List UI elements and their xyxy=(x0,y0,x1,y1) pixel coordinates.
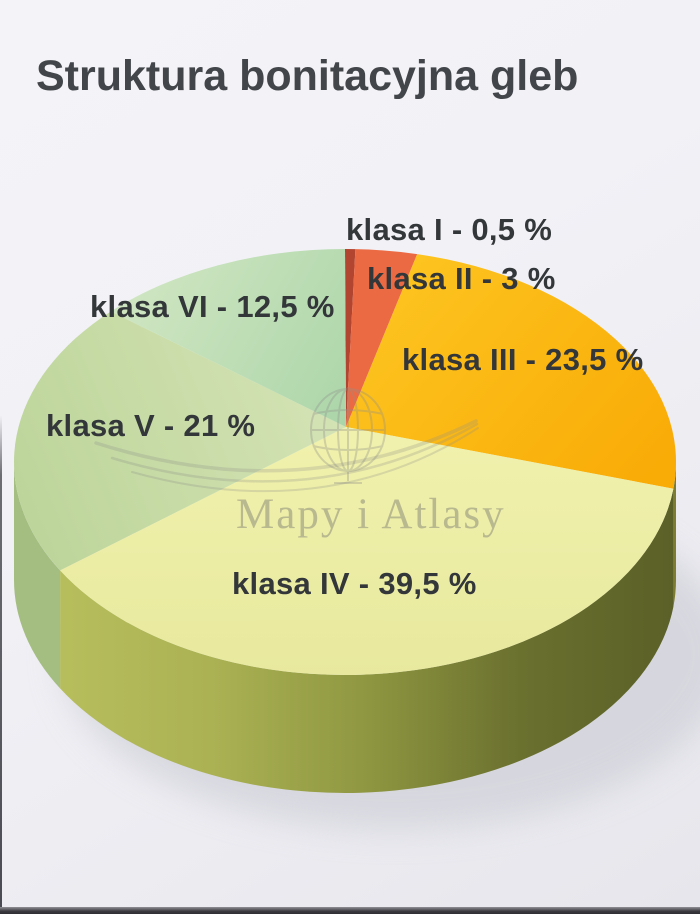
photo-edge-left xyxy=(0,415,2,914)
slice-label-klasa-ii: klasa II - 3 % xyxy=(367,261,556,296)
pie-slice-side-klasa-iv xyxy=(60,488,674,793)
watermark-text: Mapy i Atlasy xyxy=(236,491,506,538)
slice-label-klasa-v: klasa V - 21 % xyxy=(46,408,256,443)
pie-slice-side-klasa-v xyxy=(14,462,61,689)
pie-slice-klasa-i xyxy=(345,248,356,427)
pie-top-layer xyxy=(14,248,677,675)
pie-slice-side-klasa-iii xyxy=(673,462,677,607)
swoosh-icon xyxy=(94,419,479,493)
pie-slice-klasa-vi xyxy=(110,249,347,427)
slice-label-klasa-i: klasa I - 0,5 % xyxy=(346,212,553,247)
slice-label-klasa-iii: klasa III - 23,5 % xyxy=(402,342,644,377)
chart-title: Struktura bonitacyjna gleb xyxy=(36,52,579,100)
slice-label-klasa-iv: klasa IV - 39,5 % xyxy=(232,566,477,601)
pie-sides-layer xyxy=(14,462,677,793)
photo-edge-bottom xyxy=(0,907,700,914)
watermark-logo xyxy=(94,387,479,493)
pie-slice-klasa-iii xyxy=(346,254,677,489)
pie-slice-klasa-ii xyxy=(346,249,418,427)
globe-icon xyxy=(310,387,386,484)
pie-slice-klasa-iv xyxy=(60,427,674,675)
slice-label-klasa-vi: klasa VI - 12,5 % xyxy=(90,289,335,324)
pie-slice-klasa-v xyxy=(14,311,346,571)
